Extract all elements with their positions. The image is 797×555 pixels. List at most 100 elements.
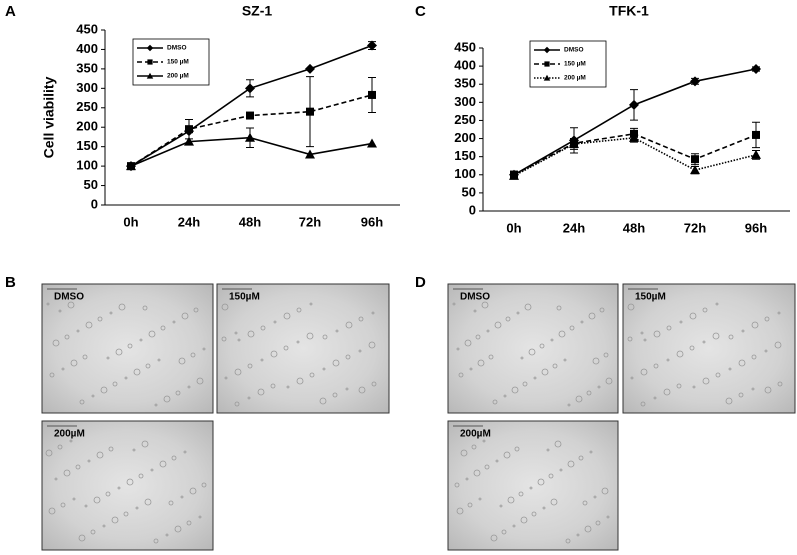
cell [603,352,609,358]
cell [552,363,558,369]
cell [187,385,191,389]
cell [358,316,364,322]
cell [520,516,528,524]
cell [593,495,597,499]
marker [305,149,315,159]
cell [135,506,139,510]
cell [63,469,71,477]
cell [712,332,720,340]
cell [201,482,207,488]
y-tick-label: 250 [76,99,98,114]
cell [371,381,377,387]
cell [78,534,86,542]
cell [520,356,524,360]
series-line [513,137,757,177]
cell [473,469,481,477]
y-axis-label: Cell viability [41,76,57,158]
cell [87,459,91,463]
cell [597,385,601,389]
cell [109,311,113,315]
cell [589,450,593,454]
cell [702,307,708,313]
cell [518,491,524,497]
cell [689,345,695,351]
cell [75,464,81,470]
cell [537,478,545,486]
micrograph [41,420,214,551]
cell [186,520,192,526]
cell [54,477,58,481]
cell [118,303,126,311]
cell [601,487,609,495]
cell [460,449,468,457]
marker [690,76,700,87]
cell [196,377,204,385]
y-tick-label: 0 [469,202,476,217]
cell [306,332,314,340]
cell [531,511,537,517]
panel-label: B [5,274,16,291]
cell [70,359,78,367]
cell [640,401,646,407]
cell [456,347,460,351]
marker [691,155,699,164]
marker [751,149,761,159]
cell [516,311,520,315]
cell [172,320,176,324]
cell [643,338,647,342]
cell [503,394,507,398]
cell [91,394,95,398]
cell [627,336,633,342]
cell [117,486,121,490]
cell [774,341,782,349]
cell [190,352,196,358]
image-caption: 150µM [229,292,260,303]
x-tick-label: 48h [239,214,261,229]
cell [554,440,562,448]
cell [501,529,507,535]
cell [528,348,536,356]
x-tick-label: 0h [123,214,138,229]
cell [464,339,472,347]
cell [309,302,313,306]
cell [58,309,62,313]
marker [509,170,519,180]
cell [181,312,189,320]
cell [358,349,362,353]
marker [751,64,761,75]
cell [273,320,277,324]
cell [202,347,206,351]
micrograph [447,283,619,414]
x-tick-label: 24h [563,220,585,235]
cell [61,367,65,371]
cell [666,325,672,331]
marker [245,132,255,142]
cell [548,473,554,479]
cell [309,372,315,378]
cell [57,444,63,450]
legend-marker [544,61,550,67]
cell [102,524,106,528]
cell [565,538,571,544]
cell [666,358,670,362]
cell [478,497,482,501]
cell [247,330,255,338]
image-caption: DMSO [460,292,490,303]
cell [319,397,327,405]
cell [541,368,549,376]
cell [160,325,166,331]
x-tick-label: 96h [361,214,383,229]
cell [332,392,338,398]
cell [322,367,326,371]
cell [477,359,485,367]
y-tick-label: 350 [76,60,98,75]
cell [123,511,129,517]
cell [64,334,70,340]
cell [60,502,66,508]
cell [345,321,353,329]
cell [556,305,562,311]
cell [580,320,584,324]
cell [569,325,575,331]
cell [482,439,486,443]
cell [198,515,202,519]
